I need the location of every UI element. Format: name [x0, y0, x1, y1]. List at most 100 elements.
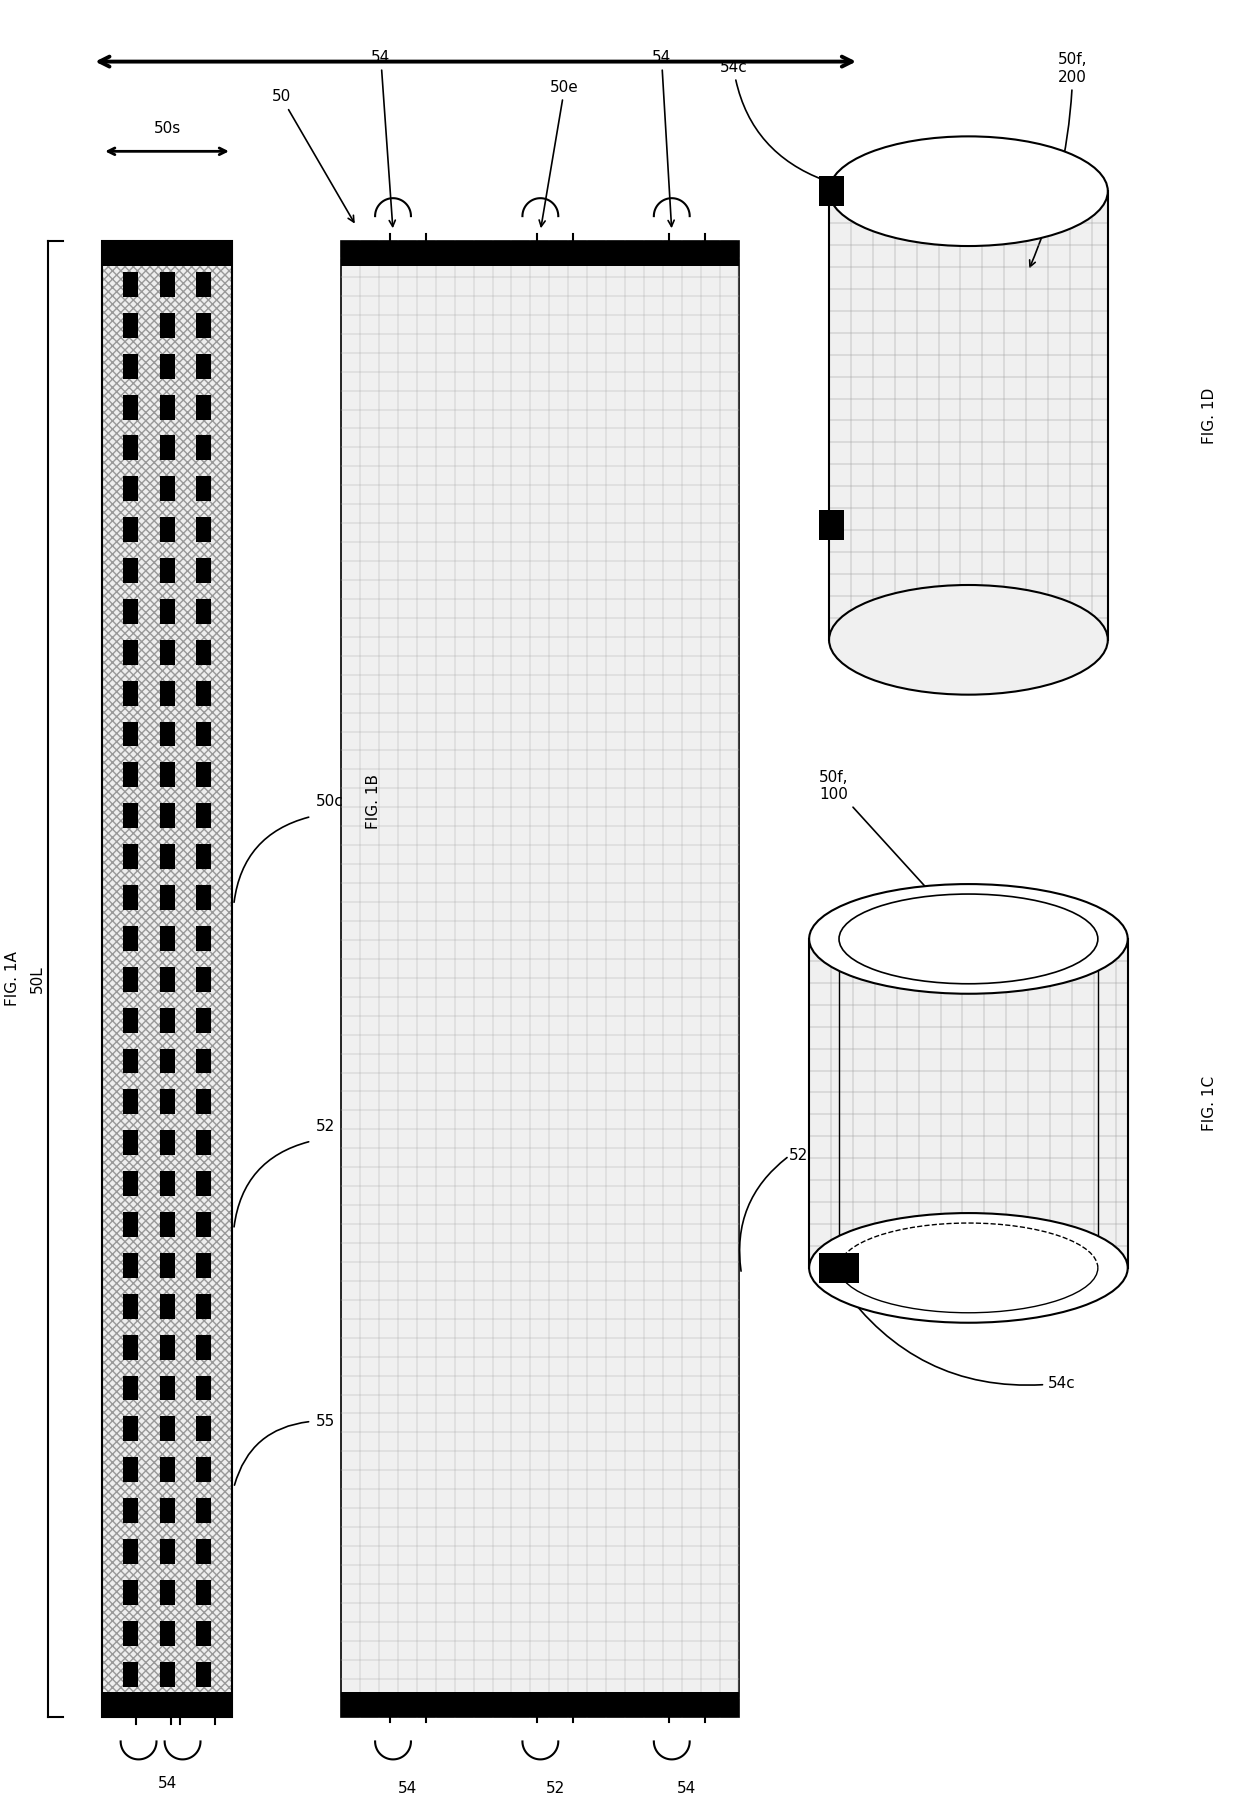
Bar	[123, 1130, 139, 1155]
Bar	[652, 1692, 692, 1717]
Bar	[196, 1335, 211, 1359]
Bar	[160, 804, 175, 828]
Text: 55: 55	[316, 1413, 336, 1430]
Text: 52: 52	[546, 1781, 565, 1797]
Bar	[196, 1171, 211, 1197]
Text: 50f,
100: 50f, 100	[820, 769, 1016, 986]
Bar	[103, 1692, 232, 1717]
Bar	[123, 395, 139, 420]
Bar	[160, 1663, 175, 1686]
Bar	[123, 1090, 139, 1115]
Bar	[123, 1663, 139, 1686]
Bar	[160, 762, 175, 788]
Bar	[160, 1539, 175, 1564]
Text: 50e: 50e	[539, 80, 579, 227]
Bar	[123, 353, 139, 378]
Bar	[160, 1130, 175, 1155]
Bar	[160, 1293, 175, 1319]
Text: FIG. 1B: FIG. 1B	[366, 775, 381, 829]
Bar	[160, 273, 175, 296]
Bar	[196, 1375, 211, 1401]
Text: 52: 52	[316, 1119, 336, 1133]
Bar	[160, 1171, 175, 1197]
Bar	[341, 1692, 739, 1717]
Bar	[521, 242, 560, 266]
Bar	[196, 598, 211, 624]
Bar	[160, 435, 175, 460]
Bar	[196, 1457, 211, 1482]
Bar	[196, 1090, 211, 1115]
Bar	[123, 558, 139, 584]
Text: 54: 54	[652, 49, 675, 226]
Bar	[160, 1211, 175, 1237]
Bar	[160, 1253, 175, 1279]
Bar	[103, 242, 232, 1717]
Bar	[196, 886, 211, 910]
Bar	[123, 517, 139, 542]
Ellipse shape	[830, 136, 1107, 246]
Text: 50: 50	[272, 89, 353, 222]
Bar	[341, 242, 739, 1717]
Bar	[123, 273, 139, 296]
Bar	[160, 395, 175, 420]
Bar	[196, 680, 211, 706]
Text: 54c: 54c	[719, 60, 825, 180]
Bar	[196, 1130, 211, 1155]
Bar	[820, 1253, 859, 1282]
Bar	[160, 1335, 175, 1359]
Bar	[123, 1293, 139, 1319]
Bar	[160, 313, 175, 338]
Text: FIG. 1C: FIG. 1C	[1203, 1075, 1218, 1131]
Text: 54: 54	[371, 49, 396, 226]
Text: FIG. 1A: FIG. 1A	[5, 951, 20, 1006]
Bar	[196, 313, 211, 338]
Bar	[123, 844, 139, 869]
Bar	[160, 1008, 175, 1033]
Bar	[196, 1293, 211, 1319]
Bar	[196, 1417, 211, 1441]
Bar	[830, 191, 1107, 640]
Bar	[160, 1417, 175, 1441]
Bar	[160, 598, 175, 624]
Bar	[521, 1692, 560, 1717]
Ellipse shape	[839, 895, 1097, 984]
Bar	[820, 176, 844, 206]
Bar	[123, 1457, 139, 1482]
Bar	[123, 1375, 139, 1401]
Bar	[160, 968, 175, 991]
Bar	[196, 1499, 211, 1523]
Bar	[160, 477, 175, 502]
Bar	[160, 926, 175, 951]
Bar	[123, 598, 139, 624]
Bar	[196, 1663, 211, 1686]
Bar	[160, 1375, 175, 1401]
Bar	[196, 722, 211, 746]
Text: 50c: 50c	[316, 795, 345, 809]
Bar	[196, 477, 211, 502]
Bar	[123, 1417, 139, 1441]
Bar	[196, 762, 211, 788]
Text: 52: 52	[789, 1148, 808, 1164]
Ellipse shape	[830, 586, 1107, 695]
Bar	[820, 509, 844, 540]
Bar	[160, 886, 175, 910]
Bar	[123, 1499, 139, 1523]
Bar	[123, 1621, 139, 1646]
Text: 50s: 50s	[154, 122, 181, 136]
Bar	[160, 640, 175, 664]
Text: 54: 54	[677, 1781, 697, 1797]
Bar	[123, 762, 139, 788]
Bar	[123, 1581, 139, 1604]
Bar	[373, 242, 413, 266]
Text: 50f,
200: 50f, 200	[1029, 53, 1087, 267]
Bar	[123, 640, 139, 664]
Bar	[160, 558, 175, 584]
Bar	[123, 886, 139, 910]
Bar	[196, 435, 211, 460]
Bar	[123, 1048, 139, 1073]
Bar	[196, 926, 211, 951]
Bar	[160, 844, 175, 869]
Ellipse shape	[810, 884, 1127, 993]
Bar	[196, 640, 211, 664]
Bar	[160, 1499, 175, 1523]
